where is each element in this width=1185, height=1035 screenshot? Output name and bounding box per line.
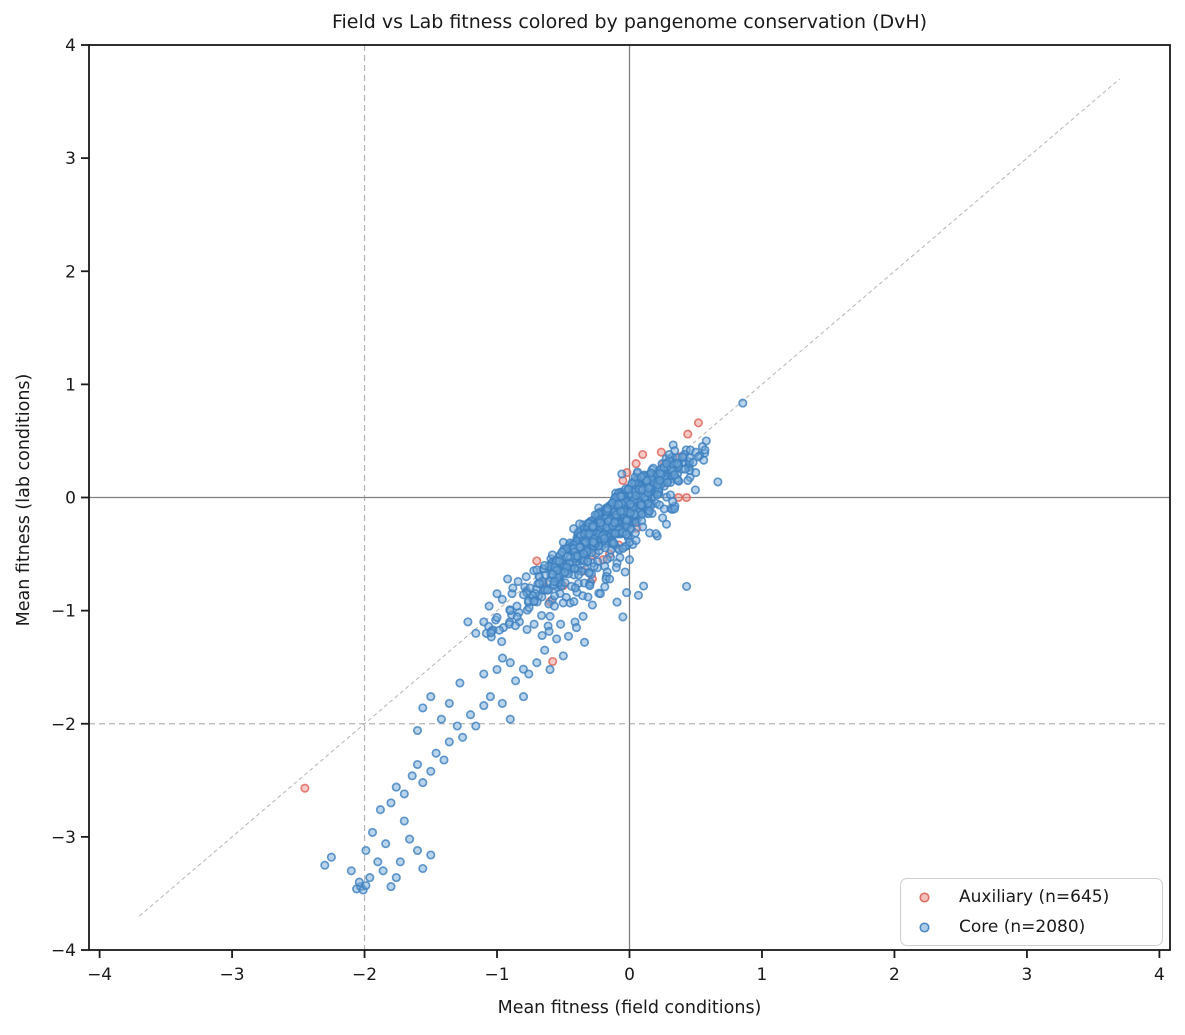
y-tick-label: −4 [51,941,76,961]
legend: Auxiliary (n=645) Core (n=2080) [900,878,1163,946]
legend-item-core: Core (n=2080) [901,913,1162,941]
chart-title: Field vs Lab fitness colored by pangenom… [331,11,928,33]
y-tick-label: −3 [51,828,76,848]
x-tick-label: −2 [352,965,377,985]
x-tick-label: 0 [624,965,635,985]
y-tick-label: 1 [65,375,76,395]
x-tick-label: 1 [757,965,768,985]
x-tick-label: −4 [87,965,112,985]
x-tick-label: −1 [484,965,509,985]
core-marker-icon [919,921,930,933]
x-tick-label: −3 [220,965,245,985]
auxiliary-marker-icon [919,891,930,903]
y-tick-label: −1 [51,602,76,622]
x-tick-label: 2 [889,965,900,985]
y-tick-label: 0 [65,489,76,509]
legend-item-auxiliary: Auxiliary (n=645) [901,883,1162,911]
x-axis-label: Mean fitness (field conditions) [497,998,762,1018]
y-tick-label: −2 [51,715,76,735]
legend-label-core: Core (n=2080) [959,917,1086,937]
y-tick-label: 2 [65,262,76,282]
core-points [320,398,748,895]
y-axis-label: Mean fitness (lab conditions) [14,373,34,627]
y-tick-label: 3 [65,149,76,169]
x-tick-label: 4 [1154,965,1165,985]
y-tick-label: 4 [65,36,76,56]
x-tick-label: 3 [1022,965,1033,985]
legend-label-auxiliary: Auxiliary (n=645) [959,887,1110,907]
